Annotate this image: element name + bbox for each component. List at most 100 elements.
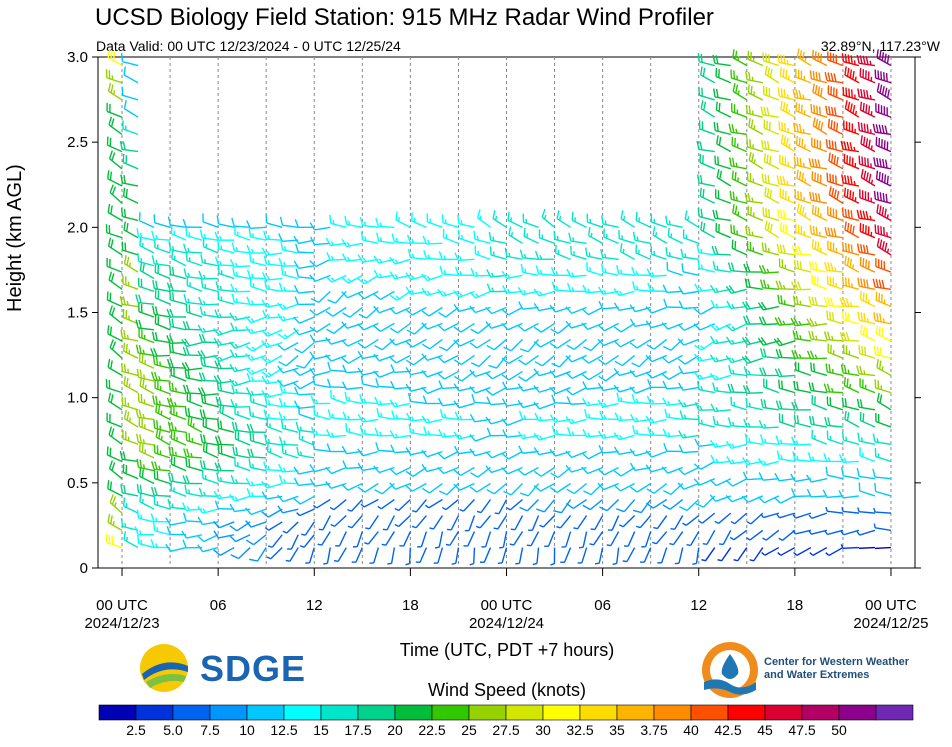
wind-barb: [470, 466, 491, 478]
wind-barb: [827, 240, 844, 256]
wind-barb: [373, 269, 395, 279]
wind-barb: [486, 338, 507, 351]
wind-barb: [261, 354, 283, 364]
wind-barb: [246, 488, 267, 498]
wind-barb: [841, 467, 860, 480]
wind-barb: [600, 248, 619, 261]
wind-barb: [875, 413, 892, 428]
wind-barb: [485, 386, 507, 396]
wind-barb: [382, 515, 395, 531]
wind-barb: [120, 517, 139, 532]
wind-barb: [123, 66, 139, 84]
wind-barb: [528, 515, 540, 532]
wind-barb: [182, 346, 203, 357]
colorbar-swatch: [172, 704, 211, 721]
wind-barb: [792, 295, 811, 308]
wind-barb: [181, 530, 203, 539]
wind-barb: [501, 354, 523, 365]
wind-barb: [760, 106, 779, 118]
wind-barb: [678, 444, 699, 454]
wind-barb: [137, 534, 155, 549]
wind-barb: [152, 522, 171, 536]
wind-barb: [299, 534, 315, 548]
wind-barb: [342, 411, 363, 421]
wind-barb: [670, 515, 684, 531]
wind-barb: [613, 338, 635, 348]
wind-barb: [407, 249, 427, 261]
wind-barb: [138, 442, 155, 459]
wind-barb: [841, 53, 860, 67]
wind-barb: [763, 119, 780, 136]
colorbar-level-label: 2.5: [126, 722, 146, 738]
wind-barb: [791, 436, 811, 446]
wind-barb: [138, 353, 155, 369]
wind-barb: [582, 397, 603, 407]
wind-barb: [872, 123, 892, 136]
wind-barb: [421, 273, 443, 282]
wind-barb: [645, 306, 667, 314]
wind-barb: [732, 82, 748, 101]
wind-barb: [327, 290, 347, 304]
wind-barb: [326, 252, 347, 261]
cw3e-logo-text: Center for Western Weather and Water Ext…: [764, 656, 909, 682]
wind-barb: [312, 498, 331, 509]
wind-barb: [873, 157, 892, 170]
wind-barb: [760, 279, 779, 291]
wind-barb: [405, 547, 412, 566]
wind-barb: [492, 210, 507, 228]
wind-barb: [293, 400, 315, 410]
wind-barb: [757, 495, 780, 504]
wind-barb: [138, 303, 155, 318]
colorbar-swatch: [209, 704, 248, 721]
wind-barb: [806, 488, 827, 498]
wind-barb: [641, 531, 652, 548]
wind-barb: [261, 480, 283, 489]
wind-barb: [808, 330, 827, 342]
wind-barb: [745, 397, 763, 411]
wind-barb: [824, 529, 844, 536]
wind-barb: [295, 421, 315, 433]
colorbar-swatch: [394, 704, 433, 721]
wind-barb: [213, 328, 235, 336]
wind-barb: [266, 418, 283, 433]
wind-barb: [763, 153, 780, 170]
wind-barb: [198, 270, 219, 280]
wind-barb: [778, 529, 796, 542]
wind-barb: [775, 435, 795, 445]
wind-barb: [875, 170, 892, 187]
wind-barb: [109, 184, 123, 204]
wind-barb: [216, 215, 235, 229]
sdge-logo: SDGE: [136, 642, 326, 694]
wind-barb: [622, 547, 636, 563]
wind-barb: [747, 205, 764, 222]
wind-barb: [267, 534, 283, 548]
wind-barb: [119, 295, 139, 308]
wind-barb: [152, 355, 171, 369]
wind-barb: [715, 222, 732, 239]
wind-barb: [520, 338, 540, 353]
wind-barb: [565, 416, 587, 425]
x-tick-label: 00 UTC: [480, 597, 533, 614]
wind-barb: [345, 423, 363, 437]
wind-barb: [421, 306, 443, 317]
wind-barb: [405, 338, 427, 348]
wind-barb: [230, 547, 251, 560]
wind-barb: [694, 402, 715, 411]
wind-barb: [857, 507, 876, 514]
wind-barb: [646, 482, 668, 494]
x-tick-label: 06: [594, 597, 611, 614]
wind-barb: [826, 172, 844, 187]
wind-barb: [693, 305, 716, 315]
wind-barb: [613, 288, 635, 297]
wind-barb: [539, 515, 556, 528]
wind-barb: [876, 82, 892, 101]
wind-barb: [426, 213, 443, 228]
wind-barb: [795, 136, 812, 153]
wind-barb: [581, 370, 603, 381]
wind-barb: [329, 214, 347, 229]
wind-barb: [139, 493, 155, 510]
wind-barb: [678, 286, 699, 295]
wind-barb: [744, 278, 763, 291]
wind-barb: [357, 322, 379, 331]
wind-barb: [807, 452, 827, 463]
